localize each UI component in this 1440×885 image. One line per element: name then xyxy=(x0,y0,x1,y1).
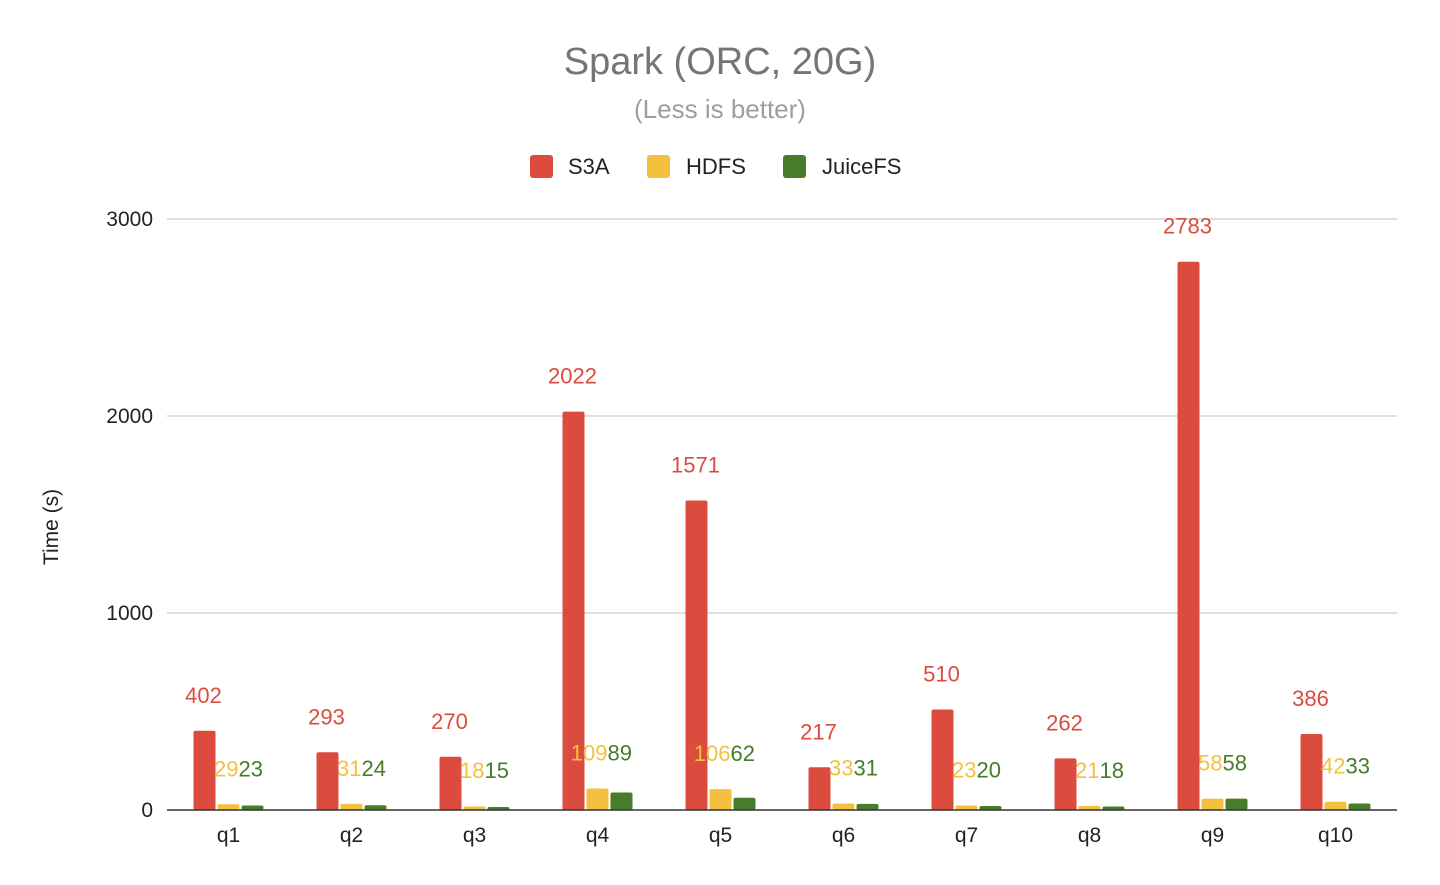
bars xyxy=(193,261,1371,810)
bar-juicefs-q2 xyxy=(364,805,387,810)
x-tick-label: q6 xyxy=(832,824,855,847)
bar-juicefs-q7 xyxy=(979,806,1002,810)
data-label-hdfs-q1: 29 xyxy=(214,756,238,781)
data-label-juicefs-q1: 23 xyxy=(239,756,263,781)
data-label-s3a-q9: 2783 xyxy=(1163,214,1212,239)
bar-juicefs-q4 xyxy=(610,792,633,810)
x-tick-label: q8 xyxy=(1078,824,1101,847)
bar-hdfs-q1 xyxy=(217,804,240,810)
data-label-s3a-q6: 217 xyxy=(800,719,837,744)
y-tick-label: 0 xyxy=(141,799,153,822)
data-label-s3a-q1: 402 xyxy=(185,683,222,708)
x-tick-label: q3 xyxy=(463,824,486,847)
data-label-hdfs-q4: 109 xyxy=(571,741,608,766)
bar-s3a-q5 xyxy=(685,500,708,810)
data-label-hdfs-q6: 33 xyxy=(829,755,853,780)
x-axis-ticks: q1 q2 q3 q4 q5 q6 q7 q8 q9 q10 xyxy=(217,824,1353,847)
data-label-s3a-q4: 2022 xyxy=(548,364,597,389)
bar-s3a-q9 xyxy=(1177,261,1200,810)
data-label-juicefs-q3: 15 xyxy=(485,758,509,783)
data-label-juicefs-q10: 33 xyxy=(1346,754,1370,779)
data-label-s3a-q7: 510 xyxy=(923,662,960,687)
data-label-hdfs-q3: 18 xyxy=(460,758,484,783)
x-tick-label: q10 xyxy=(1318,824,1353,847)
y-axis-title: Time (s) xyxy=(40,489,63,565)
bar-juicefs-q8 xyxy=(1102,806,1125,810)
data-label-juicefs-q2: 24 xyxy=(362,756,386,781)
bar-s3a-q7 xyxy=(931,709,954,810)
x-tick-label: q7 xyxy=(955,824,978,847)
bar-hdfs-q2 xyxy=(340,803,363,810)
x-tick-label: q2 xyxy=(340,824,363,847)
data-label-juicefs-q9: 58 xyxy=(1223,751,1247,776)
bar-juicefs-q10 xyxy=(1348,803,1371,810)
x-tick-label: q4 xyxy=(586,824,610,847)
y-tick-label: 3000 xyxy=(106,208,153,231)
bar-s3a-q10 xyxy=(1300,733,1323,810)
data-label-hdfs-q2: 31 xyxy=(337,756,361,781)
data-label-juicefs-q5: 62 xyxy=(731,741,755,766)
bar-hdfs-q3 xyxy=(463,806,486,810)
data-label-s3a-q2: 293 xyxy=(308,704,345,729)
legend-swatch-hdfs xyxy=(647,155,670,178)
legend-swatch-juicefs xyxy=(783,155,806,178)
bar-s3a-q2 xyxy=(316,752,339,810)
x-tick-label: q5 xyxy=(709,824,732,847)
bar-s3a-q1 xyxy=(193,730,216,810)
bar-hdfs-q8 xyxy=(1078,805,1101,810)
legend-label-s3a: S3A xyxy=(568,154,610,179)
data-label-s3a-q5: 1571 xyxy=(671,453,720,478)
chart-title: Spark (ORC, 20G) xyxy=(564,41,877,83)
bar-juicefs-q1 xyxy=(241,805,264,810)
data-label-hdfs-q9: 58 xyxy=(1198,751,1222,776)
bar-juicefs-q5 xyxy=(733,797,756,810)
bar-juicefs-q9 xyxy=(1225,798,1248,810)
x-tick-label: q1 xyxy=(217,824,240,847)
legend-swatch-s3a xyxy=(530,155,553,178)
legend: S3A HDFS JuiceFS xyxy=(530,154,901,179)
data-label-hdfs-q10: 42 xyxy=(1321,754,1345,779)
y-tick-label: 2000 xyxy=(106,405,153,428)
bar-s3a-q8 xyxy=(1054,758,1077,810)
y-tick-label: 1000 xyxy=(106,602,153,625)
bar-hdfs-q4 xyxy=(586,788,609,810)
y-axis-ticks: 0 1000 2000 3000 xyxy=(106,208,153,822)
bar-juicefs-q6 xyxy=(856,803,879,810)
bar-hdfs-q9 xyxy=(1201,798,1224,810)
data-label-hdfs-q8: 21 xyxy=(1075,758,1099,783)
bar-hdfs-q7 xyxy=(955,805,978,810)
bar-hdfs-q10 xyxy=(1324,801,1347,810)
bar-s3a-q3 xyxy=(439,756,462,810)
gridlines xyxy=(167,218,1397,614)
data-label-hdfs-q5: 106 xyxy=(694,741,731,766)
data-label-juicefs-q4: 89 xyxy=(608,741,632,766)
legend-label-hdfs: HDFS xyxy=(686,154,746,179)
x-tick-label: q9 xyxy=(1201,824,1224,847)
bar-s3a-q6 xyxy=(808,767,831,810)
bar-s3a-q4 xyxy=(562,411,585,810)
data-label-hdfs-q7: 23 xyxy=(952,757,976,782)
legend-label-juicefs: JuiceFS xyxy=(822,154,901,179)
data-label-s3a-q3: 270 xyxy=(431,709,468,734)
data-label-s3a-q8: 262 xyxy=(1046,710,1083,735)
bar-hdfs-q5 xyxy=(709,789,732,810)
data-label-juicefs-q6: 31 xyxy=(854,755,878,780)
data-label-juicefs-q8: 18 xyxy=(1100,758,1124,783)
bar-hdfs-q6 xyxy=(832,803,855,810)
data-label-juicefs-q7: 20 xyxy=(977,757,1001,782)
data-label-s3a-q10: 386 xyxy=(1292,686,1329,711)
chart-subtitle: (Less is better) xyxy=(634,94,806,124)
